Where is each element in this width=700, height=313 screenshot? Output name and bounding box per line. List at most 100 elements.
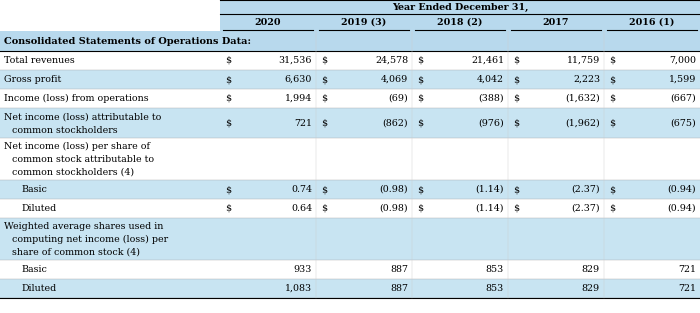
Text: 24,578: 24,578 (375, 56, 408, 65)
Text: 887: 887 (390, 284, 408, 293)
Text: (1.14): (1.14) (475, 204, 504, 213)
Text: $: $ (417, 94, 423, 103)
Text: Income (loss) from operations: Income (loss) from operations (4, 94, 148, 103)
Text: $: $ (609, 56, 615, 65)
Text: Consolidated Statements of Operations Data:: Consolidated Statements of Operations Da… (4, 37, 251, 45)
Text: 7,000: 7,000 (669, 56, 696, 65)
Text: (667): (667) (671, 94, 696, 103)
Text: 0.64: 0.64 (291, 204, 312, 213)
Text: Basic: Basic (22, 265, 48, 274)
Text: $: $ (321, 94, 327, 103)
Bar (220, 14, 700, 31)
Text: 2018 (2): 2018 (2) (438, 18, 483, 27)
Text: $: $ (609, 75, 615, 84)
Text: $: $ (513, 185, 519, 194)
Text: (0.94): (0.94) (667, 185, 696, 194)
Text: (2.37): (2.37) (571, 204, 600, 213)
Text: (2.37): (2.37) (571, 185, 600, 194)
Bar (0, 70, 700, 89)
Text: 721: 721 (678, 284, 696, 293)
Text: 0.74: 0.74 (291, 185, 312, 194)
Bar (0, 199, 700, 218)
Bar (0, 279, 700, 298)
Bar (0, 180, 700, 199)
Text: 31,536: 31,536 (279, 56, 312, 65)
Text: $: $ (225, 204, 231, 213)
Bar (0, 31, 700, 51)
Text: Diluted: Diluted (22, 204, 57, 213)
Text: Net income (loss) attributable to: Net income (loss) attributable to (4, 113, 162, 122)
Text: 853: 853 (486, 284, 504, 293)
Text: 829: 829 (582, 265, 600, 274)
Text: $: $ (609, 94, 615, 103)
Text: common stockholders: common stockholders (6, 126, 118, 135)
Text: (69): (69) (389, 94, 408, 103)
Text: Diluted: Diluted (22, 284, 57, 293)
Text: Basic: Basic (22, 185, 48, 194)
Text: 2016 (1): 2016 (1) (629, 18, 675, 27)
Bar (0, 138, 700, 180)
Text: Gross profit: Gross profit (4, 75, 62, 84)
Text: (0.98): (0.98) (379, 185, 408, 194)
Text: 721: 721 (678, 265, 696, 274)
Text: (0.94): (0.94) (667, 204, 696, 213)
Text: $: $ (513, 94, 519, 103)
Bar (0, 260, 700, 279)
Text: 721: 721 (294, 119, 312, 127)
Text: (1,632): (1,632) (566, 94, 600, 103)
Text: $: $ (225, 185, 231, 194)
Text: $: $ (609, 204, 615, 213)
Text: (675): (675) (671, 119, 696, 127)
Text: $: $ (225, 94, 231, 103)
Text: $: $ (321, 56, 327, 65)
Text: $: $ (513, 56, 519, 65)
Text: share of common stock (4): share of common stock (4) (6, 248, 140, 257)
Text: $: $ (321, 204, 327, 213)
Text: $: $ (321, 75, 327, 84)
Text: 1,994: 1,994 (285, 94, 312, 103)
Text: common stockholders (4): common stockholders (4) (6, 168, 134, 177)
Text: 6,630: 6,630 (285, 75, 312, 84)
Text: 1,083: 1,083 (285, 284, 312, 293)
Text: 887: 887 (390, 265, 408, 274)
Text: computing net income (loss) per: computing net income (loss) per (6, 235, 168, 244)
Text: $: $ (417, 204, 423, 213)
Text: $: $ (417, 56, 423, 65)
Text: 21,461: 21,461 (471, 56, 504, 65)
Text: 829: 829 (582, 284, 600, 293)
Text: (0.98): (0.98) (379, 204, 408, 213)
Text: Year Ended December 31,: Year Ended December 31, (392, 3, 528, 12)
Text: 2020: 2020 (255, 18, 281, 27)
Text: (862): (862) (382, 119, 408, 127)
Text: Net income (loss) per share of: Net income (loss) per share of (4, 142, 150, 151)
Text: 2019 (3): 2019 (3) (342, 18, 386, 27)
Text: $: $ (513, 75, 519, 84)
Text: $: $ (321, 119, 327, 127)
Text: 11,759: 11,759 (567, 56, 600, 65)
Text: Weighted average shares used in: Weighted average shares used in (4, 223, 163, 231)
Text: $: $ (609, 119, 615, 127)
Text: 2,223: 2,223 (573, 75, 600, 84)
Text: 933: 933 (293, 265, 312, 274)
Bar (0, 108, 700, 138)
Text: 2017: 2017 (542, 18, 569, 27)
Text: (388): (388) (478, 94, 504, 103)
Bar (0, 218, 700, 260)
Text: 1,599: 1,599 (668, 75, 696, 84)
Text: $: $ (513, 119, 519, 127)
Bar (220, 0, 700, 14)
Text: Total revenues: Total revenues (4, 56, 75, 65)
Text: $: $ (225, 56, 231, 65)
Bar (0, 89, 700, 108)
Text: (976): (976) (478, 119, 504, 127)
Text: 4,069: 4,069 (381, 75, 408, 84)
Text: $: $ (225, 119, 231, 127)
Text: $: $ (417, 185, 423, 194)
Text: common stock attributable to: common stock attributable to (6, 155, 154, 164)
Text: $: $ (321, 185, 327, 194)
Text: (1.14): (1.14) (475, 185, 504, 194)
Text: (1,962): (1,962) (566, 119, 600, 127)
Text: $: $ (513, 204, 519, 213)
Text: $: $ (417, 119, 423, 127)
Bar (0, 51, 700, 70)
